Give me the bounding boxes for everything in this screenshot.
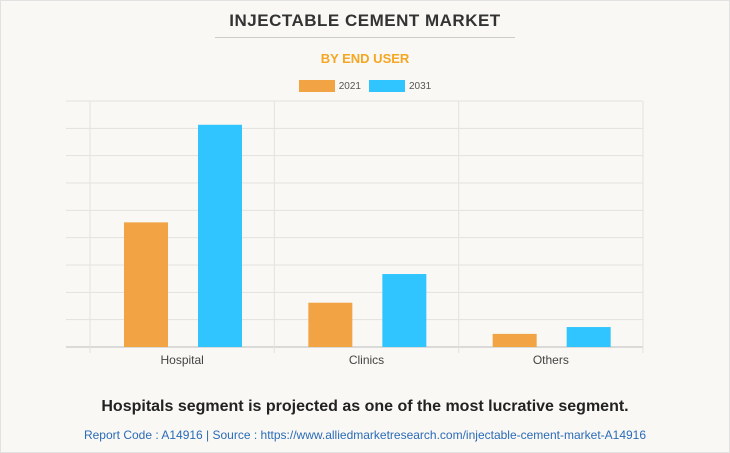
bar-hospital-2031 [198, 124, 242, 347]
legend-item-2031[interactable]: 2031 [369, 80, 431, 92]
chart-subtitle: BY END USER [320, 51, 410, 66]
legend-swatch-2021 [298, 80, 335, 92]
bar-hospital-2021 [124, 222, 168, 347]
legend-swatch-2031 [369, 80, 405, 92]
bar-others-2021 [492, 333, 537, 347]
legend-item-2021[interactable]: 2021 [298, 80, 361, 92]
chart-caption: Hospitals segment is projected as one of… [101, 398, 629, 415]
x-tick-label: Others [533, 353, 569, 367]
bar-clinics-2021 [308, 302, 353, 347]
x-tick-label: Clinics [349, 353, 384, 367]
bar-clinics-2031 [382, 274, 427, 347]
legend: 2021 2031 [0, 80, 730, 92]
title-divider [215, 37, 515, 38]
legend-label-2031: 2031 [409, 80, 432, 92]
chart-title: INJECTABLE CEMENT MARKET [229, 11, 501, 30]
x-tick-label: Hospital [160, 353, 203, 367]
legend-label-2021: 2021 [338, 80, 361, 92]
bar-others-2031 [566, 327, 611, 347]
report-source[interactable]: Report Code : A14916 | Source : https://… [83, 428, 647, 442]
